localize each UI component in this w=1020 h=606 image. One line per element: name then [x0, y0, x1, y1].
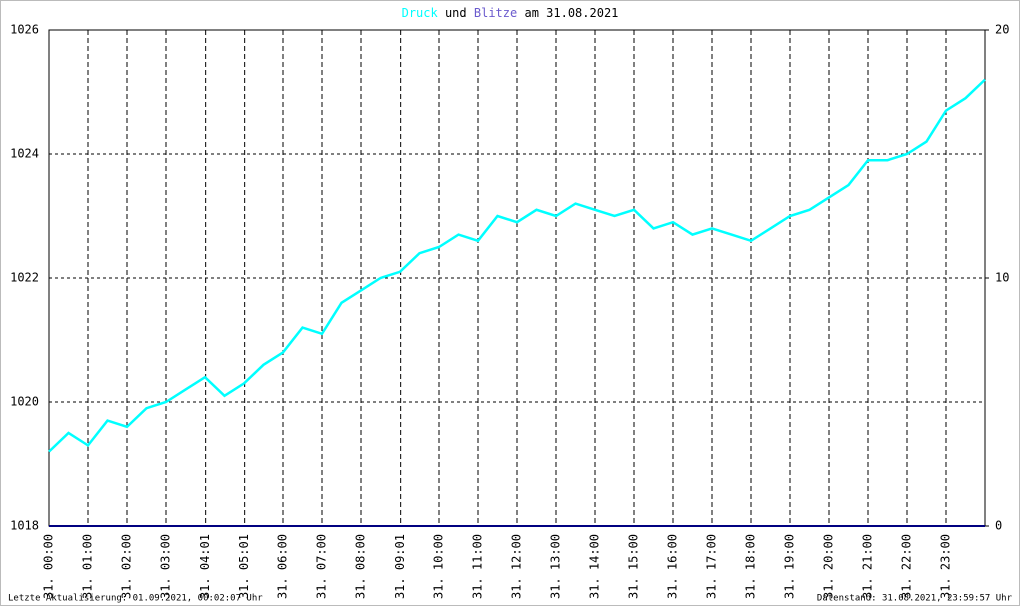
chart-title: Druck und Blitze am 31.08.2021 [402, 6, 619, 20]
x-tick-label: 31. 13:00 [549, 534, 563, 599]
y-tick-label: 1018 [10, 519, 39, 533]
title-connector: und [445, 6, 467, 20]
title-date: am 31.08.2021 [524, 6, 618, 20]
x-tick-label: 31. 15:00 [627, 534, 641, 599]
x-tick-label: 31. 01:00 [81, 534, 95, 599]
x-tick-label: 31. 11:00 [471, 534, 485, 599]
x-tick-label: 31. 06:00 [276, 534, 290, 599]
x-tick-label: 31. 17:00 [705, 534, 719, 599]
x-tick-label: 31. 20:00 [822, 534, 836, 599]
x-tick-label: 31. 03:00 [159, 534, 173, 599]
x-tick-label: 31. 22:00 [900, 534, 914, 599]
footer-left: Letzte Aktualisierung: 01.09.2021, 00:02… [8, 594, 263, 604]
x-tick-label: 31. 10:00 [432, 534, 446, 599]
y2-tick-label: 0 [995, 519, 1002, 533]
x-tick-label: 31. 04:01 [198, 534, 212, 599]
x-tick-label: 31. 00:00 [42, 534, 56, 599]
y2-tick-label: 10 [995, 271, 1009, 285]
y-tick-label: 1020 [10, 395, 39, 409]
x-tick-label: 31. 09:01 [393, 534, 407, 599]
x-tick-label: 31. 14:00 [588, 534, 602, 599]
x-tick-label: 31. 19:00 [783, 534, 797, 599]
footer-right: Datenstand: 31.08.2021, 23:59:57 Uhr [817, 594, 1013, 604]
y2-tick-label: 20 [995, 23, 1009, 37]
title-series: Druck [402, 6, 439, 20]
title-series: Blitze [474, 6, 517, 20]
x-tick-label: 31. 16:00 [666, 534, 680, 599]
y-tick-label: 1022 [10, 271, 39, 285]
x-tick-label: 31. 07:00 [315, 534, 329, 599]
x-tick-label: 31. 08:00 [354, 534, 368, 599]
y-tick-label: 1024 [10, 147, 39, 161]
x-tick-label: 31. 18:00 [744, 534, 758, 599]
series-line [48, 78, 986, 453]
x-tick-label: 31. 12:00 [510, 534, 524, 599]
x-tick-label: 31. 23:00 [939, 534, 953, 599]
x-tick-label: 31. 21:00 [861, 534, 875, 599]
y-tick-label: 1026 [10, 23, 39, 37]
x-tick-label: 31. 05:01 [237, 534, 251, 599]
x-tick-label: 31. 02:00 [120, 534, 134, 599]
